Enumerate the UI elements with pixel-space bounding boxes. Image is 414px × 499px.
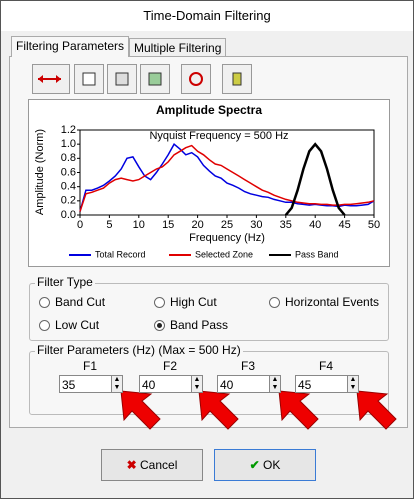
tab[interactable]: Filtering Parameters [11, 36, 130, 57]
series-line [284, 142, 346, 216]
y-tick-label: 0.6 [61, 166, 76, 178]
field-label: F2 [163, 359, 178, 373]
x-tick-label: 5 [106, 219, 112, 231]
radio-label: Low Cut [55, 318, 100, 332]
toolbar-button[interactable] [222, 64, 252, 94]
radio-button[interactable] [154, 320, 165, 331]
radio-dot [157, 323, 162, 328]
field-label: F3 [241, 359, 256, 373]
y-tick-label: 0.2 [61, 195, 76, 207]
ok-button[interactable]: ✔ OK [214, 449, 316, 481]
field-label: F1 [83, 359, 98, 373]
chart-title: Amplitude Spectra [156, 103, 262, 117]
x-tick-label: 25 [221, 219, 233, 231]
x-tick-label: 45 [338, 219, 350, 231]
toolbar-button[interactable] [140, 64, 170, 94]
y-tick-label: 1.2 [61, 124, 76, 136]
group-label: Filter Type [35, 275, 95, 289]
cancel-button[interactable]: ✖ Cancel [101, 449, 203, 481]
button-label: OK [263, 458, 281, 472]
radio-label: Horizontal Events [285, 295, 380, 309]
y-axis-label: Amplitude (Norm) [34, 129, 46, 215]
spin-button[interactable]: ▲ ▼ [347, 375, 359, 393]
chart: Amplitude Spectra Nyquist Frequency = 50… [34, 103, 380, 259]
plot-frame [79, 129, 375, 216]
toolbar-button[interactable] [107, 64, 137, 94]
filter-type-group [29, 283, 389, 341]
window-title: Time-Domain Filtering [1, 1, 413, 31]
radio-label: Band Cut [55, 295, 106, 309]
number-field[interactable]: 40 [217, 375, 271, 393]
x-tick-label: 50 [368, 219, 380, 231]
toolbar-button[interactable] [32, 64, 70, 94]
y-tick-label: 0.8 [61, 152, 76, 164]
y-tick-label: 1.0 [61, 138, 76, 150]
toolbar-button[interactable] [74, 64, 104, 94]
radio-button[interactable] [39, 297, 50, 308]
spin-button[interactable]: ▲ ▼ [269, 375, 281, 393]
number-field[interactable]: 35 [59, 375, 113, 393]
spin-button[interactable]: ▲ ▼ [191, 375, 203, 393]
radio-button[interactable] [269, 297, 280, 308]
y-tick-label: 0.4 [61, 181, 76, 193]
legend-label: Pass Band [295, 249, 339, 259]
x-tick-label: 20 [191, 219, 203, 231]
radio-button[interactable] [39, 320, 50, 331]
x-tick-label: 40 [309, 219, 321, 231]
legend-label: Total Record [95, 249, 146, 259]
x-tick-label: 35 [280, 219, 292, 231]
y-tick-label: 0.0 [61, 209, 76, 221]
spin-button[interactable]: ▲ ▼ [111, 375, 123, 393]
arrows [120, 390, 397, 430]
field-label: F4 [319, 359, 334, 373]
chart-panel: Amplitude Spectra Nyquist Frequency = 50… [28, 99, 390, 267]
number-field[interactable]: 45 [295, 375, 349, 393]
legend-label: Selected Zone [195, 249, 253, 259]
x-axis-label: Frequency (Hz) [189, 232, 265, 244]
number-field[interactable]: 40 [139, 375, 193, 393]
series-line [79, 143, 375, 212]
x-tick-label: 10 [133, 219, 145, 231]
annotation: Nyquist Frequency = 500 Hz [149, 130, 288, 142]
x-tick-label: 0 [77, 219, 83, 231]
radio-label: High Cut [170, 295, 217, 309]
radio-button[interactable] [154, 297, 165, 308]
series-line [79, 144, 375, 212]
button-label: Cancel [140, 458, 178, 472]
x-tick-label: 15 [162, 219, 174, 231]
tab[interactable]: Multiple Filtering [129, 38, 227, 57]
x-tick-label: 30 [250, 219, 262, 231]
toolbar-button[interactable] [181, 64, 211, 94]
radio-label: Band Pass [170, 318, 229, 332]
group-label: Filter Parameters (Hz) (Max = 500 Hz) [35, 343, 243, 357]
